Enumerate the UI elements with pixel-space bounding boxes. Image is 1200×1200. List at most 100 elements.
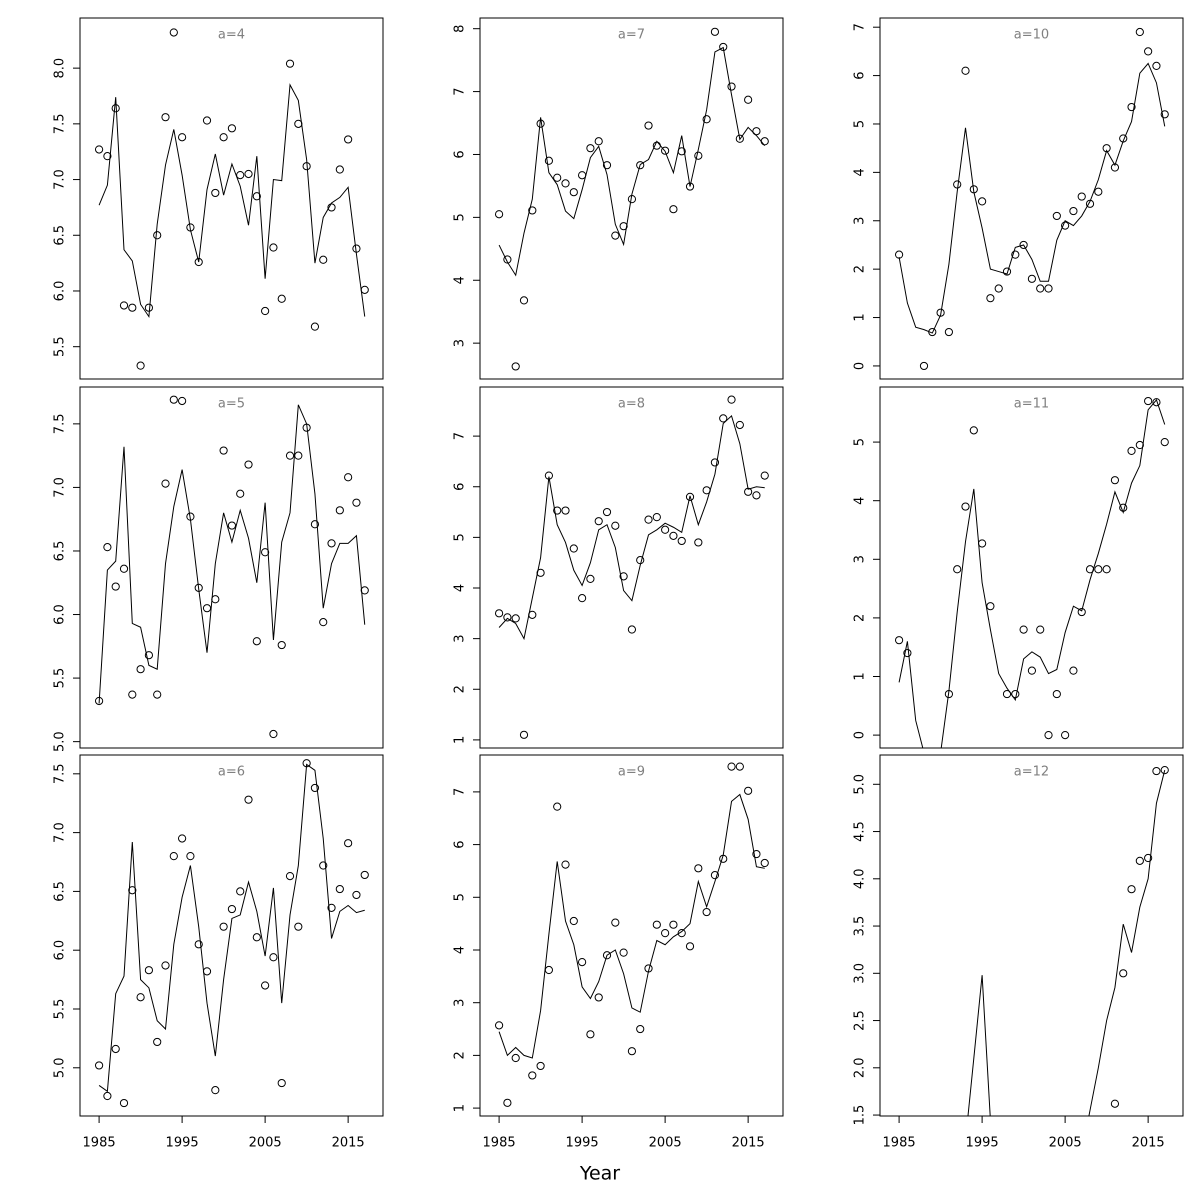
point [319,255,328,264]
point [236,171,245,180]
point [1110,1099,1120,1108]
point [285,59,295,68]
point [611,521,620,530]
point [244,169,253,179]
y-tick-label: 1.5 [853,1105,868,1126]
point [227,904,237,914]
point [1144,396,1153,406]
point [652,513,661,522]
point [694,538,703,547]
point [503,1098,512,1107]
y-tick-label: 6 [453,840,468,848]
point [1144,853,1153,863]
point [744,95,753,104]
point [536,568,545,577]
point [978,539,987,548]
y-tick-label: 5.5 [53,336,68,357]
point [1061,731,1070,740]
x-tick-label: 1995 [166,1136,199,1151]
x-tick-label: 1985 [83,1136,116,1151]
point [1027,274,1037,283]
point [669,531,678,540]
point [1102,565,1111,574]
point [310,520,320,529]
point [1160,110,1169,119]
point [760,471,769,480]
point [744,487,753,496]
point [261,981,270,990]
fitted-line [898,398,1166,748]
point [561,860,570,869]
fitted-line [498,793,765,1059]
point [1152,61,1161,71]
point [335,165,344,174]
point [1019,625,1028,634]
point [1110,476,1120,485]
fitted-line [98,404,366,704]
point [636,1024,645,1034]
point [1077,192,1086,201]
point [544,156,554,165]
point [586,1030,595,1039]
point [735,134,744,143]
point [1011,250,1020,259]
y-tick-label: 5 [853,120,868,128]
point [1036,625,1045,634]
point [294,119,303,128]
point [128,303,137,312]
point [627,1047,637,1056]
point [352,244,361,253]
point [594,517,603,526]
y-tick-label: 1 [453,736,468,744]
point [244,460,253,469]
point [1019,240,1028,250]
point [569,916,578,926]
point [1094,187,1103,196]
y-tick-label: 5 [453,533,468,541]
point [202,116,212,125]
point [153,690,162,699]
plot-frame [879,754,1184,1117]
point [344,135,353,144]
point [1102,144,1111,153]
point [1052,689,1061,699]
point [211,1086,220,1095]
point [1044,731,1053,740]
y-tick-label: 2.0 [853,1057,868,1078]
point [194,583,203,592]
y-tick-label: 7.0 [53,822,68,843]
point [285,872,295,881]
x-tick-label: 1995 [566,1136,599,1151]
point [727,395,736,404]
y-tick-label: 6.0 [53,281,68,302]
point [136,361,145,370]
x-tick-label: 2005 [649,1136,682,1151]
point [1085,565,1095,574]
panel-title: a=11 [1014,397,1049,412]
point [702,907,711,917]
x-axis-label: Year [579,1163,620,1185]
point [685,942,695,951]
point [894,250,904,259]
panel-title: a=5 [218,397,245,412]
point [169,852,178,861]
plot-frame [79,17,384,380]
point [961,502,970,511]
point [685,492,695,501]
point [561,179,570,188]
point [1044,284,1053,293]
fitted-line [98,83,366,319]
y-tick-label: 1 [453,1104,468,1112]
point [719,414,728,423]
point [119,564,129,573]
point [227,124,237,133]
point [594,993,603,1002]
point [619,948,628,957]
point [744,786,753,795]
point [169,28,178,37]
point [760,858,769,868]
y-tick-label: 4 [453,946,468,954]
point [735,420,744,430]
y-tick-label: 7 [453,432,468,440]
point [1127,446,1136,455]
